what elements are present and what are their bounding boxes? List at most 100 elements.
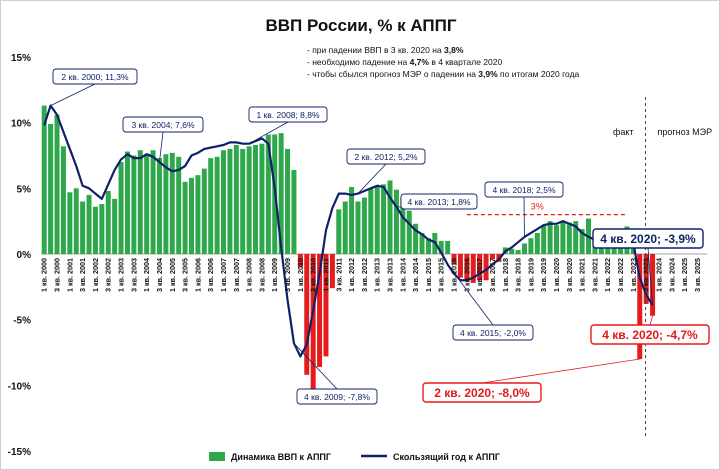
gdp-bar [323, 254, 329, 357]
x-tick-label: 1 кв. 2000 [40, 258, 49, 292]
gdp-bar [381, 184, 387, 254]
gdp-bar [554, 225, 560, 254]
x-tick-label: 3 кв. 2020 [565, 258, 574, 292]
gdp-bar [470, 254, 476, 283]
annotation-box [400, 193, 478, 210]
x-tick-label: 3 кв. 2010 [309, 258, 318, 292]
x-tick-label: 1 кв. 2007 [219, 258, 228, 292]
gdp-bar [60, 146, 66, 254]
gdp-bar [246, 146, 252, 254]
x-tick-label: 1 кв. 2005 [168, 258, 177, 292]
gdp-bar [310, 254, 316, 402]
gdp-bar [425, 238, 431, 254]
gdp-bar [541, 225, 547, 254]
gdp-bar [278, 133, 284, 254]
gdp-bar [566, 222, 572, 254]
gdp-bar [464, 254, 470, 281]
x-tick-label: 3 кв. 2015 [437, 258, 446, 292]
gdp-bar [233, 144, 239, 254]
legend-bars-swatch [209, 452, 225, 461]
x-tick-label: 1 кв. 2023 [629, 258, 638, 292]
gdp-bar [86, 194, 92, 254]
annotation-leader [159, 131, 164, 163]
legend-bars-label: Динамика ВВП к АППГ [231, 452, 331, 462]
x-tick-label: 3 кв. 2021 [590, 258, 599, 292]
x-tick-label: 3 кв. 2000 [53, 258, 62, 292]
gdp-bar [477, 254, 483, 281]
x-tick-label: 3 кв. 2025 [693, 258, 702, 292]
annotation-leader [481, 358, 640, 384]
x-tick-label: 1 кв. 2008 [245, 258, 254, 292]
reference-line-label: 3% [531, 202, 544, 212]
x-tick-label: 1 кв. 2012 [347, 258, 356, 292]
gdp-bar [528, 238, 534, 254]
annotation-label: 4 кв. 2020; -3,9% [600, 232, 696, 246]
gdp-bar [387, 180, 393, 254]
annotation-box [452, 324, 534, 341]
gdp-bar [41, 105, 47, 254]
y-tick-label: -5% [13, 316, 31, 327]
y-tick-label: -10% [8, 381, 31, 392]
annotation-box [296, 388, 378, 405]
gdp-bar [137, 150, 143, 254]
gdp-bar [163, 154, 169, 254]
gdp-bar [169, 152, 175, 254]
x-tick-label: 3 кв. 2017 [488, 258, 497, 292]
gdp-bar [445, 240, 451, 254]
gdp-bar [336, 209, 342, 254]
gdp-bar [124, 151, 130, 254]
fact-label: факт [613, 127, 634, 137]
y-tick-label: 15% [11, 53, 31, 64]
x-tick-label: 1 кв. 2011 [321, 258, 330, 292]
gdp-bar [144, 154, 150, 254]
y-tick-label: 0% [17, 250, 32, 261]
gdp-bar [400, 197, 406, 254]
gdp-bar [355, 201, 361, 254]
x-tick-label: 3 кв. 2018 [514, 258, 523, 292]
x-tick-label: 1 кв. 2009 [270, 258, 279, 292]
gdp-bar [637, 254, 643, 360]
annotation-label: 2 кв. 2000; 11,3% [61, 72, 129, 82]
gdp-bar [150, 150, 156, 254]
x-tick-label: 1 кв. 2001 [65, 258, 74, 292]
gdp-bar [297, 254, 303, 268]
chart-title: ВВП России, % к АППГ [265, 16, 456, 35]
gdp-bar [349, 187, 355, 254]
gdp-bar [643, 254, 649, 304]
x-tick-label: 1 кв. 2013 [373, 258, 382, 292]
annotation-box [592, 228, 704, 249]
note-line-3: - чтобы сбылся прогноз МЭР о падении на … [307, 69, 580, 79]
x-tick-label: 1 кв. 2016 [450, 258, 459, 292]
y-tick-label: -15% [8, 447, 31, 458]
x-tick-label: 1 кв. 2025 [680, 258, 689, 292]
gdp-bar [438, 240, 444, 254]
annotation-box [52, 68, 138, 85]
gdp-bar [406, 210, 412, 254]
gdp-bar [253, 144, 259, 254]
x-tick-label: 3 кв. 2009 [283, 258, 292, 292]
annotation-label: 4 кв. 2013; 1,8% [407, 197, 470, 207]
x-tick-label: 3 кв. 2022 [616, 258, 625, 292]
x-tick-label: 1 кв. 2018 [501, 258, 510, 292]
annotation-leader [447, 264, 494, 326]
moving-year-line [43, 104, 654, 358]
gdp-bar [221, 150, 227, 254]
gdp-bar [393, 189, 399, 254]
gdp-bar [80, 201, 86, 254]
gdp-bar [156, 158, 162, 254]
gdp-bar [368, 188, 374, 254]
x-tick-label: 3 кв. 2002 [104, 258, 113, 292]
gdp-bar [457, 254, 463, 278]
gdp-bar [534, 232, 540, 254]
gdp-bar [118, 162, 124, 254]
y-tick-label: 10% [11, 119, 31, 130]
gdp-bar [329, 254, 335, 289]
annotation-box [484, 181, 564, 198]
gdp-bar [214, 156, 220, 254]
x-tick-label: 1 кв. 2022 [603, 258, 612, 292]
gdp-bar [291, 169, 297, 254]
x-tick-label: 3 кв. 2005 [181, 258, 190, 292]
gdp-bar [54, 114, 60, 254]
annotation-leader [293, 343, 338, 390]
gdp-bar [374, 185, 380, 254]
